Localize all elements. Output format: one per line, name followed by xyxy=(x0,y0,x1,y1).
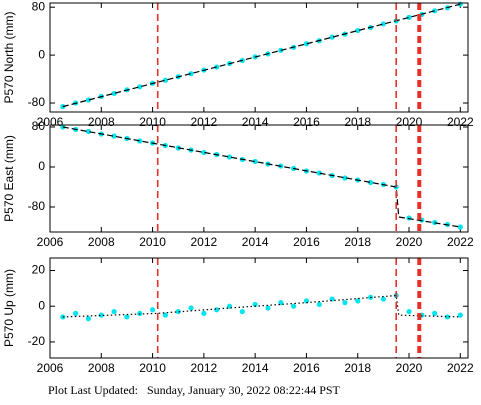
model-line xyxy=(62,126,461,228)
x-tick-label: 2016 xyxy=(293,115,320,129)
x-tick-label: 2018 xyxy=(344,115,371,129)
y-tick-label: -80 xyxy=(28,199,46,213)
data-point xyxy=(291,303,297,309)
data-point xyxy=(265,305,271,311)
y-tick-label: -20 xyxy=(28,334,46,348)
data-point xyxy=(73,310,79,316)
x-tick-label: 2006 xyxy=(37,115,64,129)
footer: Plot Last Updated: Sunday, January 30, 2… xyxy=(48,383,341,397)
y-tick-label: 0 xyxy=(38,298,45,312)
data-point xyxy=(111,133,117,139)
y-tick-label: 80 xyxy=(32,0,46,13)
x-tick-label: 2012 xyxy=(191,361,218,375)
x-tick-label: 2016 xyxy=(293,235,320,249)
data-point xyxy=(406,308,412,315)
data-point xyxy=(85,316,92,322)
data-point xyxy=(380,296,386,302)
x-tick-label: 2018 xyxy=(344,235,371,249)
data-point xyxy=(303,41,310,47)
data-point xyxy=(214,307,220,313)
data-point xyxy=(111,90,117,97)
model-line xyxy=(62,294,461,318)
data-point xyxy=(188,71,194,77)
plot-frame xyxy=(49,124,469,233)
model-line xyxy=(62,3,461,108)
y-tick-label: 0 xyxy=(38,159,45,173)
y-axis-label: P570 North (mm) xyxy=(2,11,16,103)
data-point xyxy=(329,296,335,302)
x-tick-label: 2008 xyxy=(88,361,115,375)
data-point xyxy=(252,301,258,308)
x-tick-label: 2006 xyxy=(37,235,64,249)
data-point xyxy=(137,138,143,144)
x-tick-label: 2020 xyxy=(396,115,423,129)
x-tick-label: 2016 xyxy=(293,361,320,375)
data-point xyxy=(316,170,322,176)
x-tick-label: 2010 xyxy=(139,115,166,129)
data-point xyxy=(355,27,361,34)
data-point xyxy=(137,310,143,316)
y-axis-label: P570 Up (mm) xyxy=(2,269,16,347)
data-point xyxy=(252,158,258,165)
x-tick-label: 2010 xyxy=(139,361,166,375)
data-point xyxy=(239,308,245,315)
data-point xyxy=(406,14,412,20)
data-point xyxy=(355,298,361,304)
x-tick-label: 2012 xyxy=(191,115,218,129)
data-point xyxy=(406,215,412,221)
data-point xyxy=(98,312,104,318)
data-point xyxy=(367,179,374,186)
y-tick-label: 80 xyxy=(32,119,46,133)
x-tick-label: 2014 xyxy=(242,235,269,249)
x-tick-label: 2008 xyxy=(88,115,115,129)
data-point xyxy=(316,301,322,308)
data-point xyxy=(457,224,463,230)
x-tick-label: 2012 xyxy=(191,235,218,249)
x-tick-label: 2014 xyxy=(242,361,269,375)
y-tick-label: -80 xyxy=(28,95,46,109)
data-point xyxy=(111,308,117,315)
x-tick-label: 2008 xyxy=(88,235,115,249)
data-point xyxy=(162,312,168,318)
data-point xyxy=(85,128,92,135)
data-point xyxy=(85,97,92,103)
data-point xyxy=(162,77,168,83)
plot-frame xyxy=(49,2,469,113)
x-tick-label: 2020 xyxy=(396,235,423,249)
data-point xyxy=(201,310,207,316)
data-point xyxy=(188,305,194,311)
y-tick-label: 0 xyxy=(38,47,45,61)
data-point xyxy=(444,314,451,320)
x-tick-label: 2022 xyxy=(447,235,474,249)
data-point xyxy=(329,34,335,40)
plot-frame xyxy=(49,257,469,359)
x-tick-label: 2018 xyxy=(344,361,371,375)
data-point xyxy=(201,149,207,156)
x-tick-label: 2022 xyxy=(447,361,474,375)
data-point xyxy=(137,84,143,90)
y-tick-label: 20 xyxy=(32,263,46,277)
x-tick-label: 2022 xyxy=(447,115,474,129)
data-point xyxy=(432,310,438,316)
x-tick-label: 2014 xyxy=(242,115,269,129)
data-point xyxy=(124,314,130,320)
data-point xyxy=(342,300,348,306)
data-point xyxy=(226,154,233,160)
x-tick-label: 2010 xyxy=(139,235,166,249)
data-point xyxy=(175,308,181,315)
x-tick-label: 2020 xyxy=(396,361,423,375)
x-tick-label: 2006 xyxy=(37,361,64,375)
data-point xyxy=(457,312,463,318)
data-point xyxy=(149,307,156,313)
data-point xyxy=(380,21,386,27)
y-axis-label: P570 East (mm) xyxy=(2,135,16,222)
data-point xyxy=(342,175,348,181)
